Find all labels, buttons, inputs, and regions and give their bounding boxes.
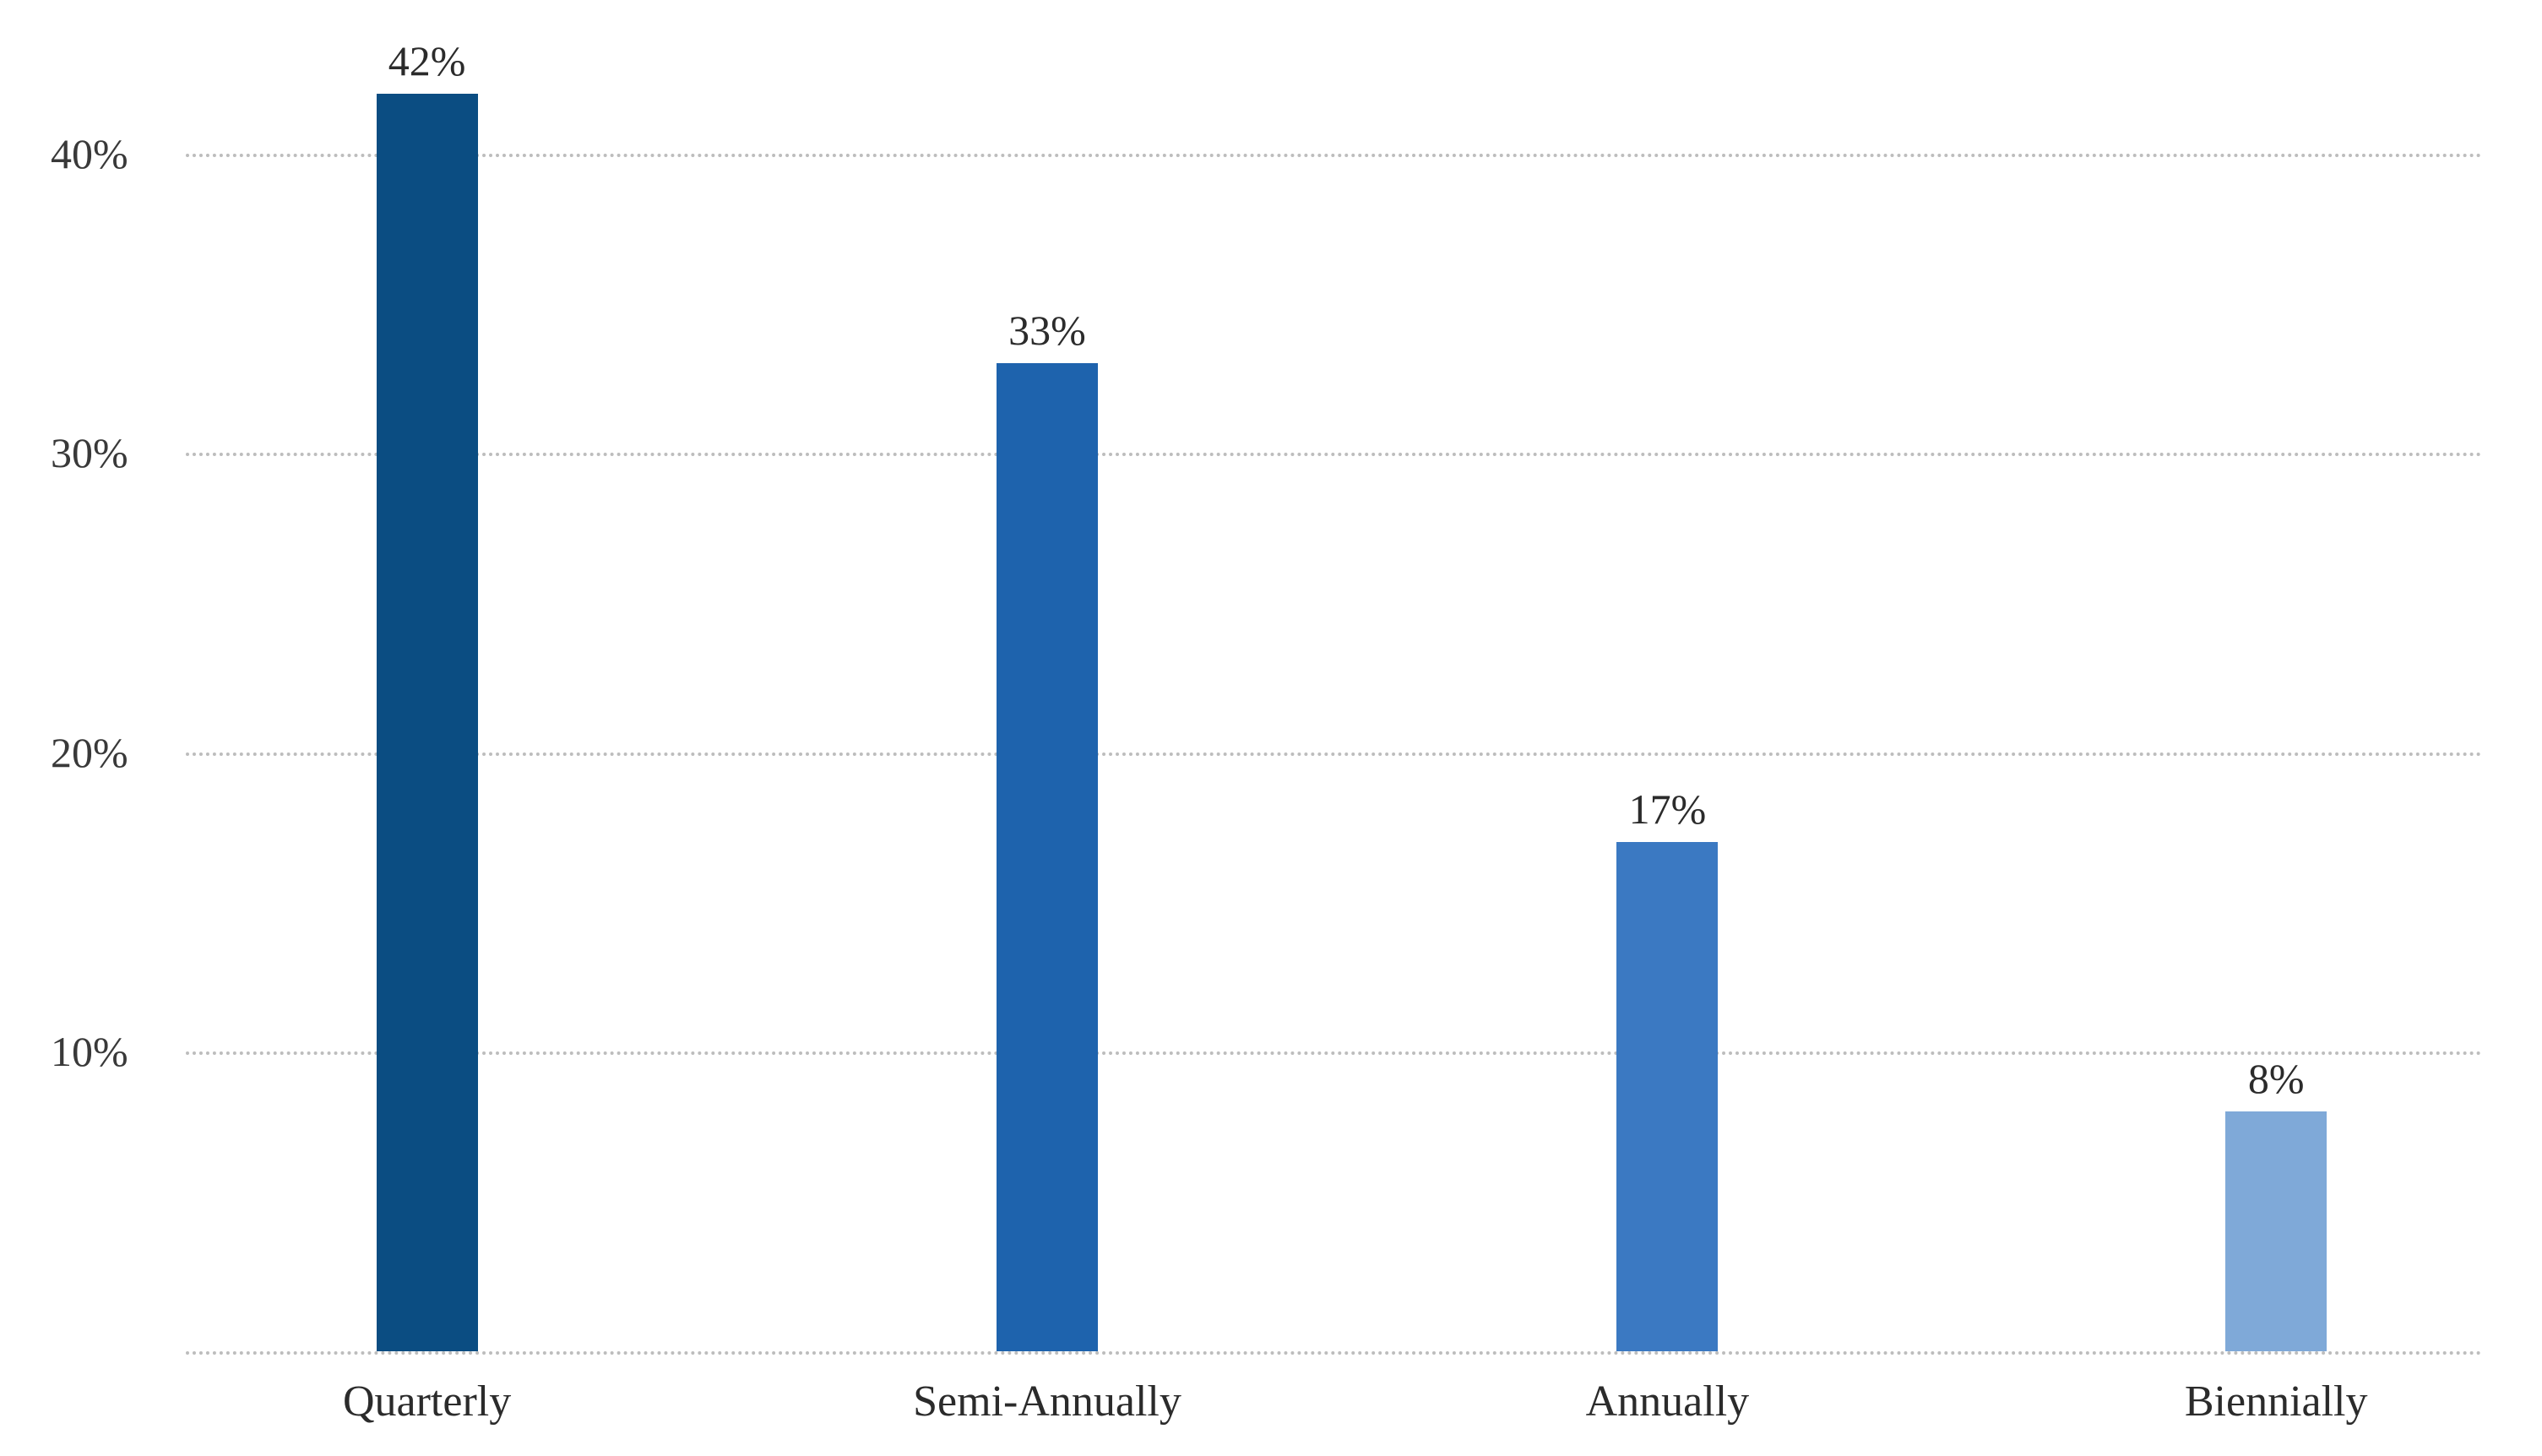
- bar: [997, 363, 1098, 1351]
- y-tick-label: 40%: [51, 129, 128, 178]
- gridline: [186, 752, 2483, 756]
- gridline: [186, 154, 2483, 157]
- bar-chart: 10% 20% 30% 40% 42% Quarterly 33% Semi-Annually…: [0, 0, 2542, 1456]
- gridline: [186, 453, 2483, 456]
- bar: [2225, 1111, 2327, 1351]
- bar: [1616, 842, 1718, 1351]
- plot-area: 10%20%30%40%42%Quarterly33%Semi-Annually…: [186, 34, 2483, 1351]
- x-tick-label: Semi-Annually: [913, 1377, 1181, 1426]
- x-tick-label: Annually: [1586, 1377, 1750, 1426]
- x-tick-label: Biennially: [2185, 1377, 2368, 1426]
- gridline: [186, 1351, 2483, 1355]
- bar-value-label: 42%: [388, 36, 466, 85]
- x-tick-label: Quarterly: [343, 1377, 511, 1426]
- bar-value-label: 8%: [2248, 1054, 2305, 1103]
- y-tick-label: 10%: [51, 1027, 128, 1076]
- bar-value-label: 33%: [1008, 306, 1086, 355]
- gridline: [186, 1051, 2483, 1055]
- y-tick-label: 30%: [51, 428, 128, 477]
- bar-value-label: 17%: [1629, 785, 1707, 834]
- bar: [377, 94, 478, 1351]
- y-tick-label: 20%: [51, 728, 128, 777]
